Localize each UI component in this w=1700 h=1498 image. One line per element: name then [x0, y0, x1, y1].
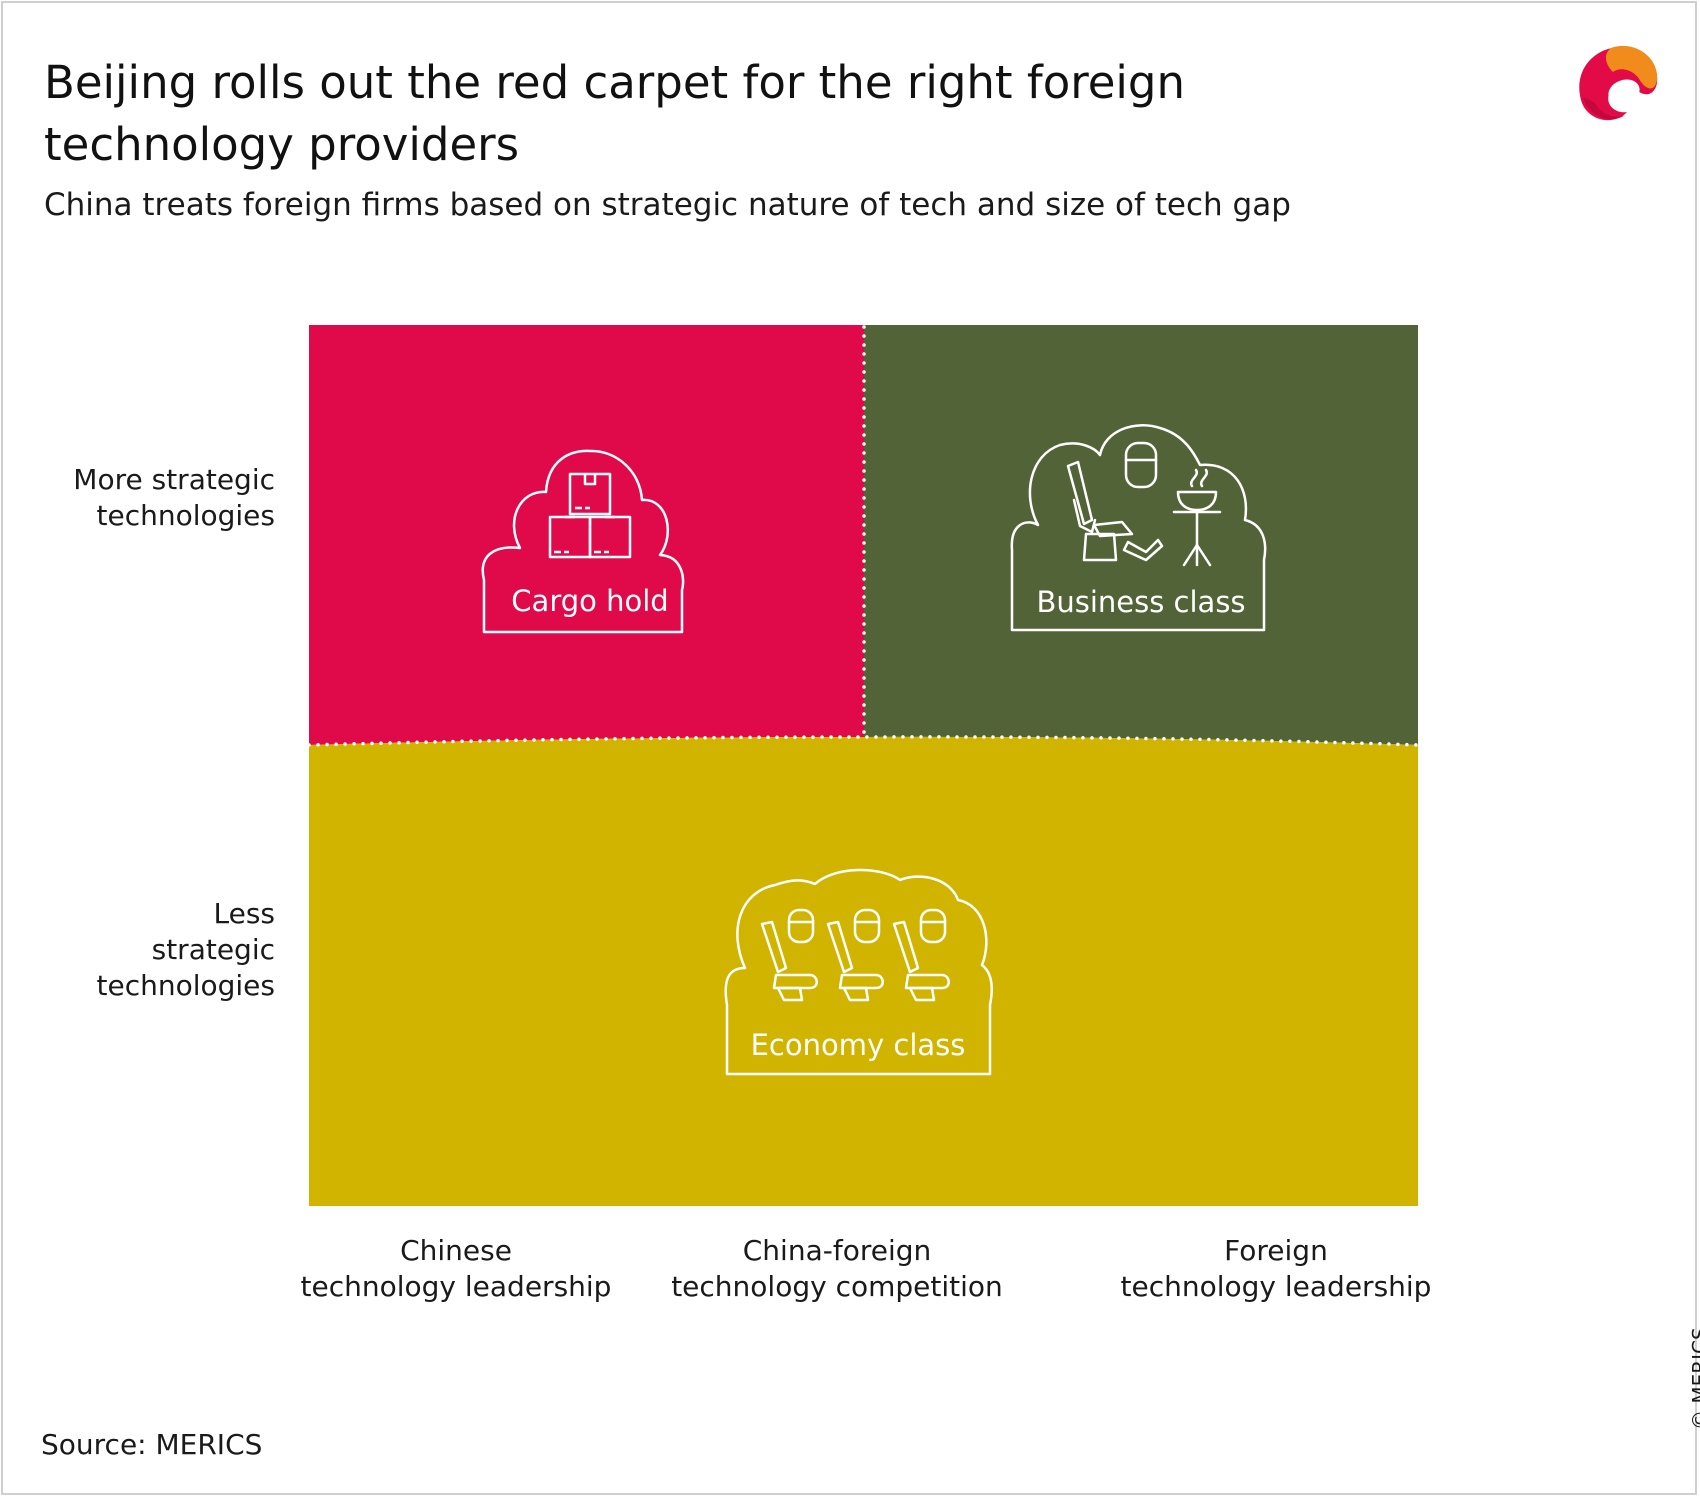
- merics-logo-icon: [1579, 45, 1658, 121]
- copyright-note: © MERICS: [1688, 1327, 1700, 1430]
- x-axis-label-chinese-leadership: Chinese technology leadership: [300, 1234, 612, 1303]
- horizontal-divider: [307, 735, 1420, 747]
- business-class-cloud: [1010, 424, 1267, 632]
- cargo-hold-quadrant: [309, 325, 864, 745]
- source-note: Source: MERICS: [41, 1428, 263, 1461]
- economy-class-cloud: [724, 868, 994, 1076]
- x-axis-label-competition: China-foreign technology competition: [671, 1234, 1003, 1303]
- economy-class-quadrant: [309, 736, 1418, 1206]
- economy-class-label: Economy class: [751, 1028, 966, 1062]
- y-axis-bottom-label: Less strategic technologies: [96, 897, 276, 1002]
- cargo-hold-label: Cargo hold: [511, 584, 668, 618]
- figure-subtitle: China treats foreign firms based on stra…: [44, 187, 1291, 223]
- x-axis-label-foreign-leadership: Foreign technology leadership: [1120, 1234, 1432, 1303]
- business-seat-icon: [1066, 441, 1222, 567]
- cargo-hold-cloud: [481, 449, 685, 634]
- business-class-quadrant: [864, 325, 1418, 745]
- figure-title: Beijing rolls out the red carpet for the…: [44, 56, 1186, 171]
- business-class-label: Business class: [1036, 585, 1245, 619]
- cargo-boxes-icon: [548, 472, 632, 559]
- y-axis-top-label: More strategic technologies: [73, 463, 275, 532]
- economy-seats-icon: [760, 908, 950, 1002]
